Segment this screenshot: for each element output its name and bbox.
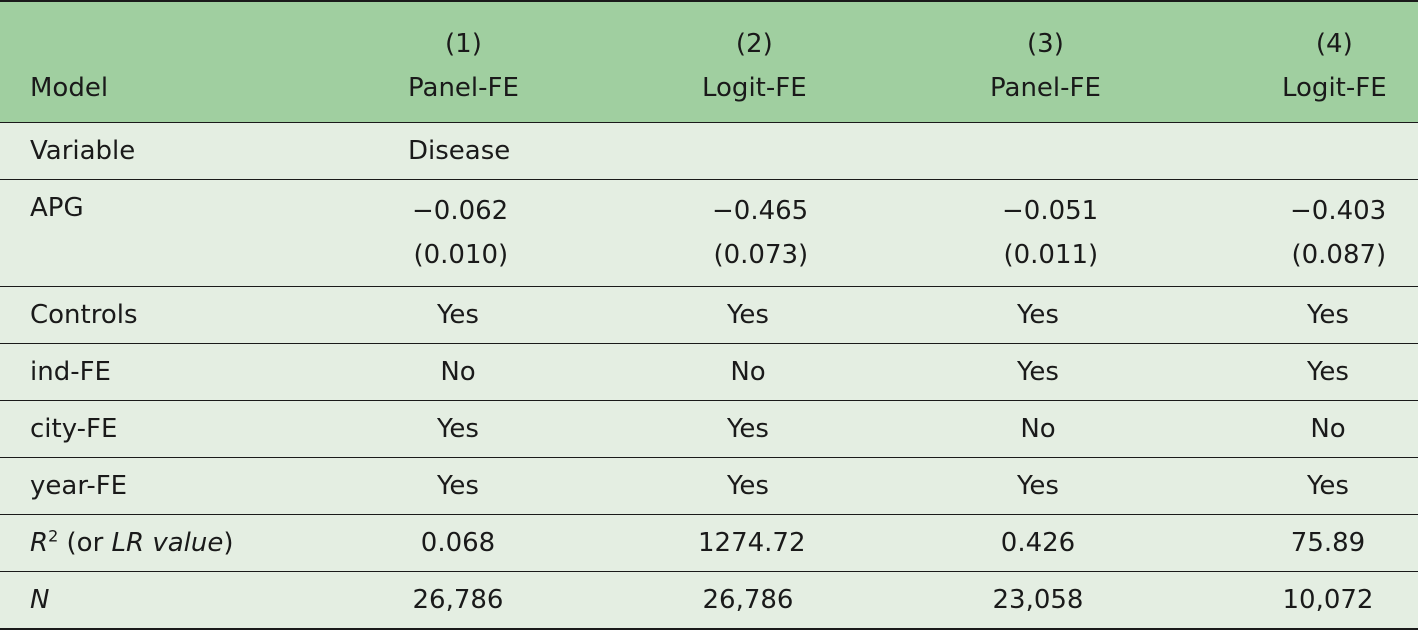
- header-row: Model (1) Panel-FE (2) Logit-FE (3) Panel-F…: [0, 0, 1418, 123]
- cell-value: No: [730, 357, 766, 387]
- row-label: ind-FE: [0, 343, 390, 401]
- apg-cell-4: −0.403 (0.087): [1230, 179, 1418, 287]
- dependent-variable: Disease: [390, 122, 650, 180]
- coef: −0.465: [712, 196, 809, 226]
- coef: −0.403: [1290, 196, 1387, 226]
- column-header-3: (3) Panel-FE: [940, 0, 1230, 123]
- apg-row: APG −0.062 (0.010) −0.465 (0.073) −0.051 (0…: [0, 179, 1418, 287]
- cell-value: Yes: [1017, 471, 1059, 501]
- cell-value: 26,786: [702, 585, 794, 615]
- apg-cell-2: −0.465 (0.073): [650, 179, 940, 287]
- cell-value: Yes: [437, 414, 479, 444]
- cell-value: Yes: [1307, 300, 1349, 330]
- n-label: N: [0, 571, 390, 630]
- cell-value: 23,058: [992, 585, 1084, 615]
- variable-row: Variable Disease: [0, 122, 1418, 180]
- std-error: (0.087): [1291, 240, 1387, 270]
- cell-value: 26,786: [412, 585, 504, 615]
- cell-value: Yes: [727, 471, 769, 501]
- n-row: N 26,786 26,786 23,058 10,072: [0, 571, 1418, 630]
- std-error: (0.073): [713, 240, 809, 270]
- city-fe-row: city-FE Yes Yes No No: [0, 400, 1418, 458]
- cell-value: Yes: [1017, 357, 1059, 387]
- r2-label: R2 (or LR value): [0, 514, 390, 572]
- cell-value: 75.89: [1290, 528, 1366, 558]
- std-error: (0.010): [413, 240, 509, 270]
- column-header-4: (4) Logit-FE: [1230, 0, 1418, 123]
- apg-label: APG: [0, 179, 390, 287]
- ind-fe-row: ind-FE No No Yes Yes: [0, 343, 1418, 401]
- cell-value: No: [1020, 414, 1056, 444]
- cell-value: Yes: [1017, 300, 1059, 330]
- cell-value: 0.068: [420, 528, 496, 558]
- cell-value: Yes: [437, 300, 479, 330]
- cell-value: Yes: [437, 471, 479, 501]
- coef: −0.062: [412, 196, 509, 226]
- row-label: Controls: [0, 286, 390, 344]
- apg-cell-3: −0.051 (0.011): [940, 179, 1230, 287]
- row-label: year-FE: [0, 457, 390, 515]
- cell-value: No: [440, 357, 476, 387]
- model-label: Model: [0, 0, 390, 123]
- column-header-1: (1) Panel-FE: [390, 0, 650, 123]
- cell-value: 10,072: [1282, 585, 1374, 615]
- cell-value: Yes: [727, 414, 769, 444]
- column-header-2: (2) Logit-FE: [650, 0, 940, 123]
- apg-cell-1: −0.062 (0.010): [390, 179, 650, 287]
- cell-value: 0.426: [1000, 528, 1076, 558]
- r2-row: R2 (or LR value) 0.068 1274.72 0.426 75.…: [0, 514, 1418, 572]
- cell-value: No: [1310, 414, 1346, 444]
- coef: −0.051: [1002, 196, 1099, 226]
- year-fe-row: year-FE Yes Yes Yes Yes: [0, 457, 1418, 515]
- cell-value: Yes: [1307, 357, 1349, 387]
- cell-value: 1274.72: [698, 528, 806, 558]
- row-label: city-FE: [0, 400, 390, 458]
- cell-value: Yes: [727, 300, 769, 330]
- cell-value: Yes: [1307, 471, 1349, 501]
- controls-row: Controls Yes Yes Yes Yes: [0, 286, 1418, 344]
- std-error: (0.011): [1003, 240, 1099, 270]
- variable-label: Variable: [0, 122, 390, 180]
